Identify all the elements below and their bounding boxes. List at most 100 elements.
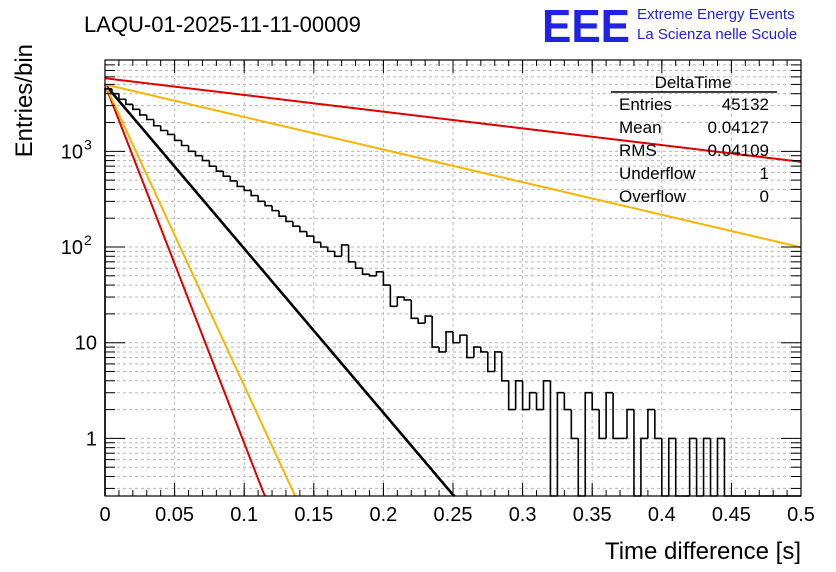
histogram-bin [514,379,523,410]
histogram-bin [480,347,488,353]
stats-box: DeltaTime Entries 45132 Mean 0.04127 RMS… [611,73,777,206]
x-tick-label: 0.45 [712,504,751,526]
histogram-bin [605,391,614,439]
histogram-bin [243,186,252,192]
histogram-bin [570,409,579,440]
histogram-bin [382,271,391,286]
y-tick-label: 1 [86,428,97,450]
histogram-bin [139,109,147,116]
histogram-bin [132,104,140,111]
histogram-bin [667,437,676,496]
plot-frame [104,59,802,497]
histogram-bin [306,231,314,237]
fit-curves [104,77,802,498]
x-tick-label: 0.5 [787,504,815,526]
x-tick-label: 0.1 [230,504,258,526]
histogram-bin [271,205,279,212]
axes: 0 0.05 0.1 0.15 0.2 0.25 0.3 0.35 0.4 0.45 0.51101… [61,59,815,526]
histogram-bin [278,210,286,217]
histogram-bin [264,201,273,207]
histogram-bin [333,251,342,258]
histogram-bin [250,190,259,197]
y-tick-exponent: 3 [84,136,92,152]
curve-red-steep [104,84,266,497]
logo-mark: EEE [542,0,630,52]
histogram-bin [194,151,203,157]
stats-value-entries: 45132 [722,95,769,114]
histogram-bin [521,380,530,411]
histogram-bin [563,392,572,411]
curve-yellow-steep [104,84,297,497]
stats-value-rms: 0.04109 [708,141,769,160]
histogram-bin [716,437,725,496]
curve-red-shallow [104,77,802,163]
histogram-bin [173,134,182,142]
histogram-bin [375,271,384,276]
histogram-bin [528,391,537,410]
histogram-bin [640,437,648,496]
stats-label-mean: Mean [619,118,662,137]
y-tick-label: 10 [61,237,83,259]
curve-fit [104,83,456,498]
stats-label-rms: RMS [619,141,657,160]
histogram-bin [285,216,293,223]
x-tick-label: 0 [99,504,110,526]
histogram-bin [507,380,516,411]
histogram-bin [187,145,196,153]
histogram-bin [361,268,370,275]
logo-line-2: La Scienza nelle Scuole [637,26,797,43]
histogram-bin [493,351,502,372]
histogram-bin [542,379,551,410]
histogram-bin [591,392,600,411]
x-tick-label: 0.05 [155,504,194,526]
histogram-bin [556,391,565,496]
x-tick-label: 0.25 [434,504,473,526]
histogram-bin [236,180,245,188]
histogram-bin [535,392,544,411]
histogram-bin [292,221,300,227]
histogram-bin [215,166,224,172]
x-tick-label: 0.2 [369,504,397,526]
histogram-bin [431,316,440,348]
histogram-bin [257,195,266,203]
histogram-bin [166,130,175,136]
histogram-bin [466,335,474,359]
histogram-bin [326,247,335,253]
grid [105,59,801,496]
histogram-bin [445,330,453,352]
y-axis-label: Entries/bin [11,44,38,157]
stats-label-overflow: Overflow [619,187,687,206]
chart-title: LAQU-01-2025-11-11-00009 [84,12,361,37]
histogram-bin [424,315,433,324]
histogram-bin [125,99,133,106]
histogram-bin [396,296,405,307]
histogram-bin [459,334,467,343]
histogram-bin [487,351,495,373]
histogram-bin [612,392,621,440]
histogram-bin [417,318,426,324]
histogram-bin [229,176,238,182]
histogram-bin [313,236,321,244]
stats-value-overflow: 0 [760,187,769,206]
y-tick-label: 10 [61,141,83,163]
histogram-bin [473,346,481,358]
histogram-bin [347,244,356,263]
histogram-bin [584,391,593,496]
histogram-bin [647,408,655,439]
histogram-bin [626,408,634,439]
histogram-bin [145,114,154,121]
x-tick-label: 0.15 [294,504,333,526]
eee-logo: EEE Extreme Energy Events La Scienza nel… [542,0,797,52]
histogram-bin [403,297,412,301]
histogram-bin [222,171,231,177]
histogram-bin [208,160,217,167]
histogram-bin [654,409,662,440]
histogram-bin [299,226,307,233]
histogram-bin [354,261,363,270]
histogram-bin [500,351,509,382]
histogram-bin [389,285,398,308]
histogram-bin [688,437,697,496]
stats-title: DeltaTime [655,73,732,92]
curve-yellow-shallow [104,83,802,249]
